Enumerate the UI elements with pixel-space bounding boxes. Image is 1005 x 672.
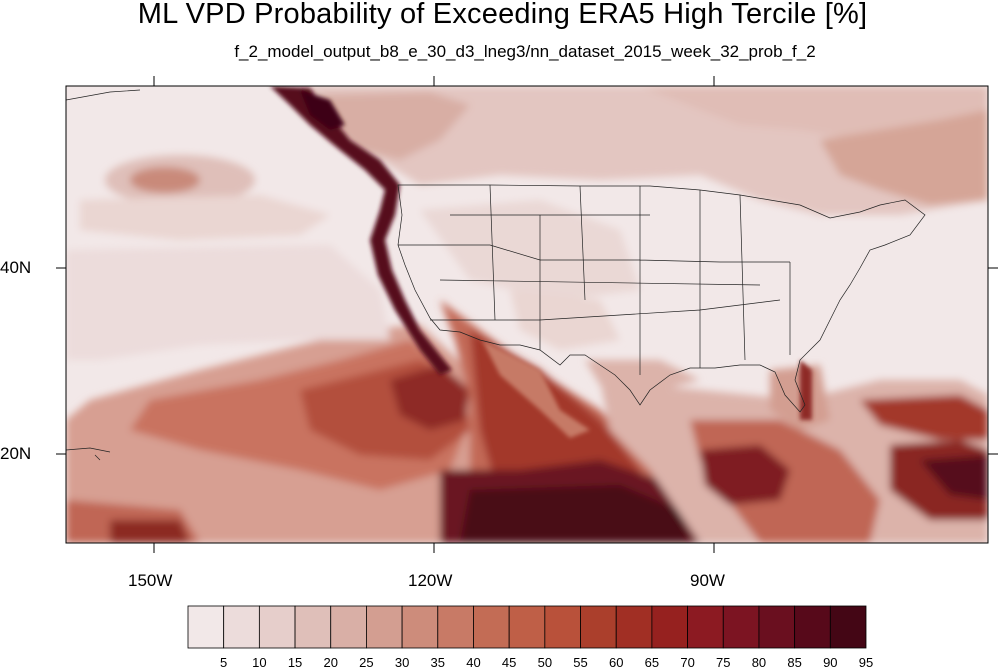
colorbar-swatch (473, 605, 510, 649)
lat-label-40n: 40N (0, 258, 32, 277)
colorbar-label: 20 (323, 655, 338, 670)
colorbar-swatch (829, 605, 867, 649)
colorbar-label: 70 (680, 655, 695, 670)
colorbar-swatch (794, 605, 831, 649)
colorbar-label: 45 (501, 655, 517, 670)
colorbar-swatch (722, 605, 760, 649)
colorbar-swatch (187, 605, 225, 649)
map-title: ML VPD Probability of Exceeding ERA5 Hig… (137, 0, 868, 30)
colorbar-swatch (294, 605, 332, 649)
map-frame (56, 76, 998, 553)
colorbar-swatch (615, 605, 653, 649)
colorbar-label: 35 (430, 655, 446, 670)
colorbar-swatch (330, 605, 367, 649)
colorbar-label: 80 (751, 655, 767, 670)
boundaries (66, 89, 926, 461)
lat-label-20n: 20N (0, 444, 32, 463)
colorbar (187, 605, 867, 649)
lon-label-120w: 120W (408, 571, 453, 590)
colorbar-swatch (651, 605, 688, 649)
lon-label-90w: 90W (690, 571, 725, 590)
colorbar-swatch (223, 605, 260, 649)
colorbar-label: 60 (608, 655, 624, 670)
colorbar-swatch (366, 605, 403, 649)
colorbar-label: 30 (394, 655, 410, 670)
colorbar-label: 5 (220, 655, 228, 670)
colorbar-swatch (258, 605, 296, 649)
colorbar-label: 40 (466, 655, 481, 670)
colorbar-swatch (580, 605, 617, 649)
colorbar-label: 55 (573, 655, 588, 670)
colorbar-label: 95 (858, 655, 874, 670)
colorbar-label: 25 (359, 655, 374, 670)
map-subtitle: f_2_model_output_b8_e_30_d3_lneg3/nn_dat… (234, 42, 816, 61)
colorbar-swatch (437, 605, 474, 649)
colorbar-label: 15 (287, 655, 303, 670)
colorbar-swatch (544, 605, 581, 649)
colorbar-swatch (401, 605, 439, 649)
colorbar-swatch (687, 605, 724, 649)
probability-field (66, 86, 988, 543)
colorbar-label: 65 (644, 655, 660, 670)
colorbar-label: 50 (537, 655, 553, 670)
colorbar-label: 10 (252, 655, 267, 670)
lon-label-150w: 150W (128, 571, 173, 590)
colorbar-swatch (758, 605, 796, 649)
colorbar-label: 75 (716, 655, 731, 670)
colorbar-swatch (508, 605, 546, 649)
colorbar-label: 85 (787, 655, 802, 670)
colorbar-label: 90 (823, 655, 838, 670)
